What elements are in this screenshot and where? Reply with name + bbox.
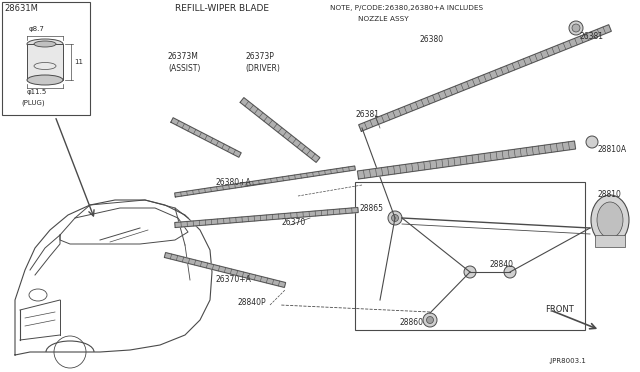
Bar — [2, 2, 90, 115]
Text: .JPR8003.1: .JPR8003.1 — [548, 358, 586, 364]
Text: φ11.5: φ11.5 — [27, 89, 47, 95]
Text: 26370: 26370 — [282, 218, 307, 227]
Text: 26373M: 26373M — [168, 52, 199, 61]
Circle shape — [464, 266, 476, 278]
Circle shape — [504, 266, 516, 278]
Text: 11: 11 — [74, 59, 83, 65]
Polygon shape — [175, 208, 358, 228]
Circle shape — [426, 317, 433, 324]
Circle shape — [569, 21, 583, 35]
Text: 26381: 26381 — [580, 32, 604, 41]
Circle shape — [586, 136, 598, 148]
Text: 28840: 28840 — [490, 260, 514, 269]
Polygon shape — [358, 141, 575, 179]
Polygon shape — [164, 253, 285, 288]
Ellipse shape — [34, 41, 56, 47]
Bar — [595, 235, 625, 247]
Circle shape — [572, 24, 580, 32]
Text: 26381: 26381 — [355, 110, 379, 119]
Text: NOZZLE ASSY: NOZZLE ASSY — [358, 16, 408, 22]
Circle shape — [388, 211, 402, 225]
Text: NOTE, P/CODE:26380,26380+A INCLUDES: NOTE, P/CODE:26380,26380+A INCLUDES — [330, 5, 483, 11]
Text: 26370+A: 26370+A — [215, 275, 251, 284]
Circle shape — [423, 313, 437, 327]
Text: 26380+A: 26380+A — [215, 178, 251, 187]
Text: 28631M: 28631M — [4, 4, 38, 13]
Text: 28810: 28810 — [598, 190, 622, 199]
Polygon shape — [240, 97, 320, 162]
Text: 26373P: 26373P — [245, 52, 274, 61]
Text: 28860: 28860 — [400, 318, 424, 327]
Circle shape — [392, 215, 399, 221]
Text: 28840P: 28840P — [238, 298, 267, 307]
Text: (DRIVER): (DRIVER) — [245, 64, 280, 73]
Text: FRONT: FRONT — [545, 305, 573, 314]
Polygon shape — [175, 166, 355, 197]
Ellipse shape — [597, 202, 623, 238]
Ellipse shape — [591, 195, 629, 245]
Text: REFILL-WIPER BLADE: REFILL-WIPER BLADE — [175, 4, 269, 13]
Text: (PLUG): (PLUG) — [21, 100, 45, 106]
Ellipse shape — [27, 75, 63, 85]
Bar — [355, 182, 585, 330]
Bar — [27, 44, 63, 80]
Polygon shape — [358, 25, 611, 131]
Text: 28865: 28865 — [360, 204, 384, 213]
Text: φ8.7: φ8.7 — [29, 26, 45, 32]
Text: 26380: 26380 — [420, 35, 444, 44]
Text: 28810A: 28810A — [598, 145, 627, 154]
Text: (ASSIST): (ASSIST) — [168, 64, 200, 73]
Ellipse shape — [27, 39, 63, 49]
Polygon shape — [171, 118, 241, 157]
